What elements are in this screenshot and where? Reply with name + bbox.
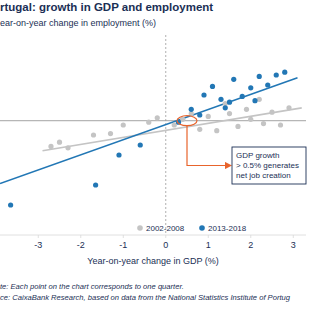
legend-label: 2013-2018 xyxy=(208,224,247,233)
annotation-arrow xyxy=(187,126,231,166)
plot-area xyxy=(0,70,302,208)
point xyxy=(235,124,240,129)
point xyxy=(248,117,253,122)
point xyxy=(57,140,62,145)
note: te: Each point on the chart corresponds … xyxy=(0,282,184,291)
point xyxy=(197,112,202,117)
x-tick-label: 1 xyxy=(206,240,211,250)
point xyxy=(201,92,206,97)
annotation-box xyxy=(232,147,306,184)
point xyxy=(138,142,143,147)
zero-line xyxy=(0,120,306,121)
x-tick xyxy=(293,235,294,238)
x-tick-label: -3 xyxy=(34,240,42,250)
point xyxy=(278,122,283,127)
x-tick xyxy=(250,235,251,238)
annotation-text: net job creation xyxy=(236,171,291,180)
x-tick xyxy=(123,235,124,238)
legend-marker xyxy=(199,225,205,231)
point xyxy=(240,94,245,99)
x-axis-title: Year-on-year change in GDP (%) xyxy=(87,256,219,266)
annotation-circle xyxy=(177,116,197,126)
annotation-text: GDP growth xyxy=(236,151,279,160)
point xyxy=(274,72,279,77)
point xyxy=(172,122,177,127)
point xyxy=(91,132,96,137)
point xyxy=(252,98,257,103)
point xyxy=(48,144,53,149)
x-axis-line xyxy=(0,235,306,236)
x-tick-label: 0 xyxy=(163,240,168,250)
point xyxy=(231,77,236,82)
point xyxy=(227,100,232,105)
legend-marker xyxy=(137,225,143,231)
x-tick-label: 2 xyxy=(248,240,253,250)
point xyxy=(146,120,151,125)
trend-line xyxy=(43,108,302,151)
point xyxy=(65,145,70,150)
x-tick xyxy=(165,235,166,238)
point xyxy=(218,97,223,102)
point xyxy=(248,85,253,90)
point xyxy=(210,84,215,89)
point xyxy=(189,107,194,112)
point xyxy=(108,131,113,136)
annotation-text: > 0.5% generates xyxy=(236,161,299,170)
point xyxy=(265,82,270,87)
x-tick xyxy=(80,235,81,238)
point xyxy=(116,152,121,157)
point xyxy=(286,105,291,110)
title: rtugal: growth in GDP and employment xyxy=(0,1,213,13)
point xyxy=(155,115,160,120)
point xyxy=(269,110,274,115)
chart: rtugal: growth in GDP and employment ear-… xyxy=(0,0,310,310)
x-tick xyxy=(38,235,39,238)
x-tick-label: -2 xyxy=(77,240,85,250)
point xyxy=(93,182,98,187)
point xyxy=(244,107,249,112)
note: ce: CaixaBank Research, based on data fr… xyxy=(0,293,291,302)
point xyxy=(261,121,266,126)
x-tick-label: -1 xyxy=(119,240,127,250)
y-axis-title: ear-on-year change in employment (%) xyxy=(0,18,156,28)
point xyxy=(180,117,185,122)
point xyxy=(282,70,287,75)
point xyxy=(257,74,262,79)
point xyxy=(227,111,232,116)
point xyxy=(8,202,13,207)
point xyxy=(223,105,228,110)
point xyxy=(214,128,219,133)
legend-label: 2002-2008 xyxy=(146,224,185,233)
y-axis-line xyxy=(165,35,166,235)
point xyxy=(206,114,211,119)
x-tick-label: 3 xyxy=(291,240,296,250)
point xyxy=(197,127,202,132)
point xyxy=(121,122,126,127)
x-tick xyxy=(208,235,209,238)
